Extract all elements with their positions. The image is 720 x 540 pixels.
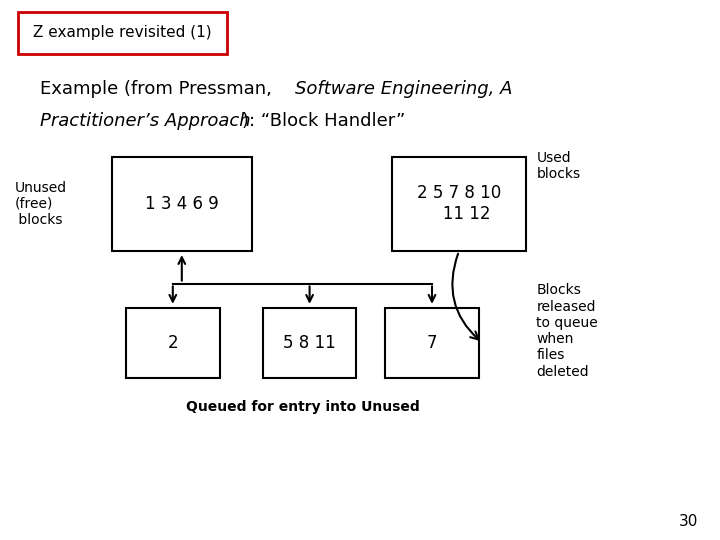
Text: ): “Block Handler”: ): “Block Handler” [242, 112, 405, 131]
FancyBboxPatch shape [263, 308, 356, 378]
Text: Software Engineering, A: Software Engineering, A [295, 80, 513, 98]
Text: 7: 7 [427, 334, 437, 352]
FancyBboxPatch shape [112, 157, 252, 251]
FancyBboxPatch shape [385, 308, 479, 378]
Text: Example (from Pressman,: Example (from Pressman, [40, 80, 277, 98]
FancyBboxPatch shape [126, 308, 220, 378]
FancyArrowPatch shape [452, 254, 479, 340]
Text: 30: 30 [679, 514, 698, 529]
Text: 1 3 4 6 9: 1 3 4 6 9 [145, 195, 219, 213]
Text: Used
blocks: Used blocks [536, 151, 580, 181]
Text: Queued for entry into Unused: Queued for entry into Unused [186, 400, 419, 414]
Text: 5 8 11: 5 8 11 [283, 334, 336, 352]
Text: Practitioner’s Approach: Practitioner’s Approach [40, 112, 251, 131]
Text: Z example revisited (1): Z example revisited (1) [33, 25, 212, 40]
Text: Unused
(free)
 blocks: Unused (free) blocks [14, 181, 66, 227]
Text: 2 5 7 8 10
   11 12: 2 5 7 8 10 11 12 [417, 185, 501, 223]
Text: Blocks
released
to queue
when
files
deleted: Blocks released to queue when files dele… [536, 284, 598, 379]
FancyBboxPatch shape [392, 157, 526, 251]
FancyBboxPatch shape [18, 12, 227, 54]
Text: 2: 2 [168, 334, 178, 352]
